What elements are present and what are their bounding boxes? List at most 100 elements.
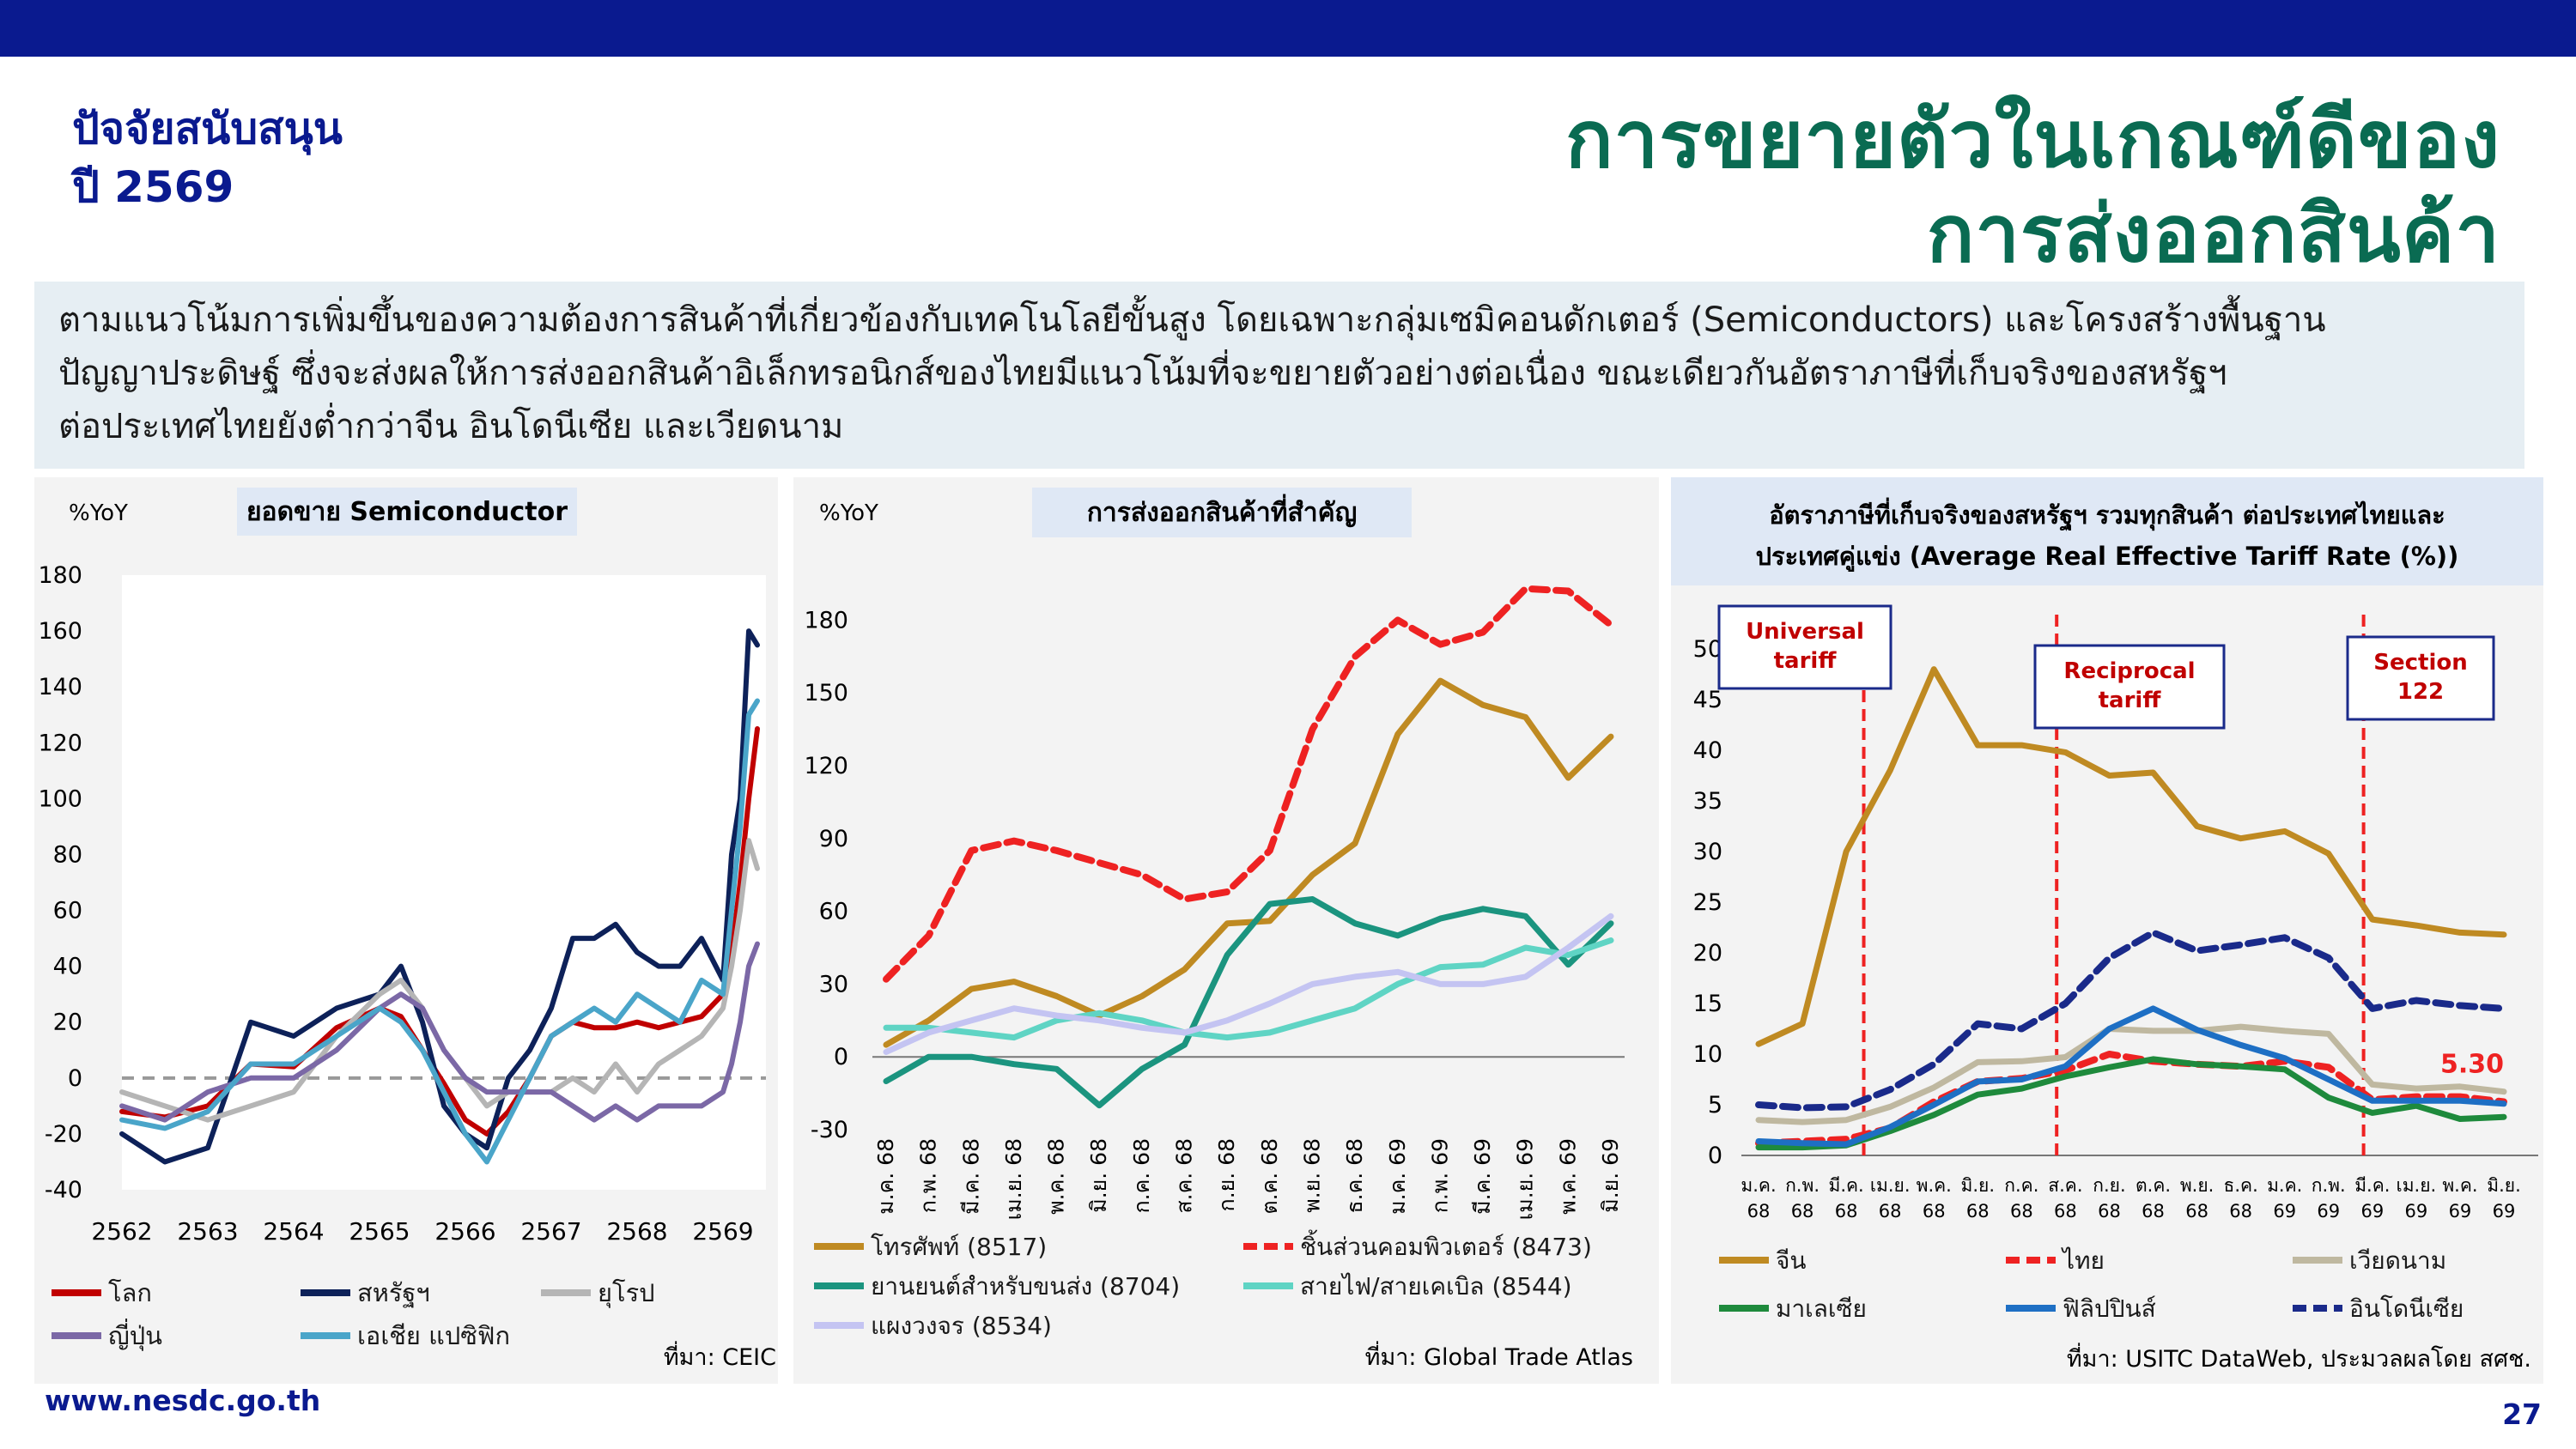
- x-tick-label-month: ก.พ.: [1785, 1175, 1820, 1196]
- x-tick-label-year: 69: [2405, 1201, 2428, 1222]
- footer-url[interactable]: www.nesdc.go.th: [45, 1384, 321, 1417]
- y-tick-label: 0: [1708, 1143, 1722, 1169]
- x-tick-label-year: 69: [2360, 1201, 2384, 1222]
- y-tick-label: 150: [804, 680, 848, 706]
- x-tick-label-year: 69: [2273, 1201, 2296, 1222]
- x-tick-label: ก.พ. 69: [1427, 1138, 1452, 1213]
- semiconductor-chart-panel: %YoY ยอดขาย Semiconductor 180 160 140 120 100 8…: [34, 477, 778, 1384]
- y-tick-label: 140: [38, 674, 82, 700]
- x-tick-label-year: 68: [2010, 1201, 2033, 1222]
- legend-label-s4: ฟิลิปปินส์: [2063, 1294, 2156, 1323]
- x-tick-label: ต.ค. 68: [1257, 1138, 1282, 1215]
- y-tick-label: -40: [45, 1177, 82, 1203]
- legend-label-s3: สายไฟ/สายเคเบิล (8544): [1300, 1272, 1572, 1300]
- x-tick-label-month: เม.ย.: [2397, 1175, 2437, 1196]
- y-tick-label: 180: [804, 607, 848, 634]
- x-tick-label: 2562: [91, 1217, 152, 1246]
- y-tick-label: 90: [819, 826, 848, 852]
- tariff-chart-panel: อัตราภาษีที่เก็บจริงของสหรัฐฯ รวมทุกสินค…: [1671, 477, 2543, 1384]
- chart-source: ที่มา: USITC DataWeb, ประมวลผลโดย สศช.: [2067, 1343, 2531, 1373]
- x-tick-label-year: 68: [2054, 1201, 2077, 1222]
- x-tick-label: 2568: [606, 1217, 667, 1246]
- x-tick-label-year: 69: [2317, 1201, 2340, 1222]
- x-tick-label-year: 68: [2142, 1201, 2165, 1222]
- chart-title-line-1: อัตราภาษีที่เก็บจริงของสหรัฐฯ รวมทุกสินค…: [1769, 497, 2445, 531]
- legend-label-s2: ยานยนต์สำหรับขนส่ง (8704): [871, 1272, 1180, 1300]
- annotation-label-0-a: Universal: [1746, 619, 1864, 645]
- y-axis-unit: %YoY: [69, 500, 128, 526]
- series-line-0: [883, 677, 1614, 1048]
- series-line-4: [1755, 1005, 2507, 1148]
- y-tick-label: 80: [53, 841, 82, 868]
- x-tick-label-month: พ.ย.: [2180, 1175, 2215, 1196]
- y-tick-label: 0: [834, 1044, 848, 1070]
- y-tick-label: 120: [804, 753, 848, 779]
- x-tick-label-year: 68: [1791, 1201, 1814, 1222]
- y-tick-label: 15: [1693, 991, 1722, 1017]
- title-line-2: การส่งออกสินค้า: [1926, 188, 2500, 280]
- x-tick-label-year: 68: [1835, 1201, 1858, 1222]
- annotation-label-2-a: Section: [2373, 650, 2467, 676]
- y-tick-label: 180: [38, 562, 82, 589]
- legend-label-s0: โทรศัพท์ (8517): [871, 1233, 1047, 1261]
- annotation-label-1-a: Reciprocal: [2063, 658, 2195, 684]
- x-tick-label: 2569: [692, 1217, 753, 1246]
- x-tick-label-month: ส.ค.: [2048, 1175, 2082, 1196]
- x-tick-label-month: ต.ค.: [2136, 1175, 2171, 1196]
- x-tick-label: 2563: [177, 1217, 238, 1246]
- chart-title-line-2: ประเทศคู่แข่ง (Average Real Effective Ta…: [1756, 542, 2459, 572]
- legend-label-s2: เวียดนาม: [2349, 1246, 2446, 1275]
- y-tick-label: 40: [1693, 737, 1722, 764]
- x-tick-label: ส.ค. 68: [1172, 1138, 1197, 1214]
- x-tick-label: ก.ค. 68: [1129, 1138, 1154, 1214]
- x-tick-label: มิ.ย. 69: [1598, 1138, 1623, 1213]
- x-tick-label: มิ.ย. 68: [1086, 1138, 1111, 1213]
- x-tick-label-year: 68: [2229, 1201, 2252, 1222]
- chart-title-box: [237, 488, 577, 536]
- x-tick-label-month: พ.ค.: [1917, 1175, 1952, 1196]
- chart-source: ที่มา: CEIC: [664, 1341, 776, 1371]
- y-tick-label: 40: [53, 954, 82, 980]
- x-tick-label: 2566: [434, 1217, 495, 1246]
- annotation-label-2-b: 122: [2397, 679, 2444, 705]
- chart-title-box: [1032, 488, 1412, 537]
- x-tick-label: ธ.ค. 68: [1342, 1138, 1367, 1214]
- y-tick-label: 45: [1693, 687, 1722, 713]
- y-tick-label: 10: [1693, 1041, 1722, 1068]
- subtitle-line-1: ปัจจัยสนับสนุน: [72, 104, 343, 154]
- legend-label-s4: แผงวงจร (8534): [871, 1312, 1052, 1340]
- y-tick-label: 30: [819, 971, 848, 997]
- x-tick-label-month: ธ.ค.: [2224, 1175, 2258, 1196]
- x-tick-label-month: ก.ย.: [2093, 1175, 2125, 1196]
- legend-label-s1: ชิ้นส่วนคอมพิวเตอร์ (8473): [1300, 1229, 1592, 1261]
- x-tick-label: 2565: [349, 1217, 410, 1246]
- legend-label-s5: อินโดนีเซีย: [2349, 1294, 2464, 1323]
- annotation-label-1-b: tariff: [2099, 688, 2162, 713]
- y-tick-label: 35: [1693, 788, 1722, 815]
- x-tick-label-year: 69: [2449, 1201, 2472, 1222]
- x-tick-label-month: มิ.ย.: [1961, 1175, 1996, 1196]
- chart-source: ที่มา: Global Trade Atlas: [1365, 1341, 1633, 1371]
- x-tick-label-year: 68: [1923, 1201, 1946, 1222]
- y-tick-label: 25: [1693, 889, 1722, 916]
- x-tick-label-month: มิ.ย.: [2487, 1175, 2521, 1196]
- export-chart-panel: %YoY การส่งออกสินค้าที่สำคัญ 180 150 120 90 60…: [793, 477, 1659, 1384]
- y-tick-label: 160: [38, 618, 82, 645]
- x-tick-label-month: ก.พ.: [2312, 1175, 2346, 1196]
- x-tick-label-year: 68: [1747, 1201, 1771, 1222]
- x-tick-label: มี.ค. 68: [958, 1138, 983, 1215]
- series-line-3: [883, 937, 1614, 1041]
- x-tick-label-year: 68: [2098, 1201, 2121, 1222]
- x-tick-label-month: ม.ค.: [1741, 1175, 1776, 1196]
- x-tick-label-year: 68: [2185, 1201, 2208, 1222]
- annotation-box-2: [2346, 635, 2495, 721]
- y-axis-unit: %YoY: [819, 500, 878, 526]
- x-tick-label-year: 68: [1879, 1201, 1902, 1222]
- annotation-box-1: [2033, 644, 2226, 730]
- series-line-0: [1755, 666, 2507, 1047]
- legend-label-s1: สหรัฐฯ: [357, 1278, 430, 1308]
- x-tick-label-month: ม.ค.: [2267, 1175, 2302, 1196]
- x-tick-label: 2564: [263, 1217, 324, 1246]
- tariff-chart: อัตราภาษีที่เก็บจริงของสหรัฐฯ รวมทุกสินค…: [1671, 477, 2543, 1373]
- x-tick-label: ก.ย. 68: [1214, 1138, 1239, 1211]
